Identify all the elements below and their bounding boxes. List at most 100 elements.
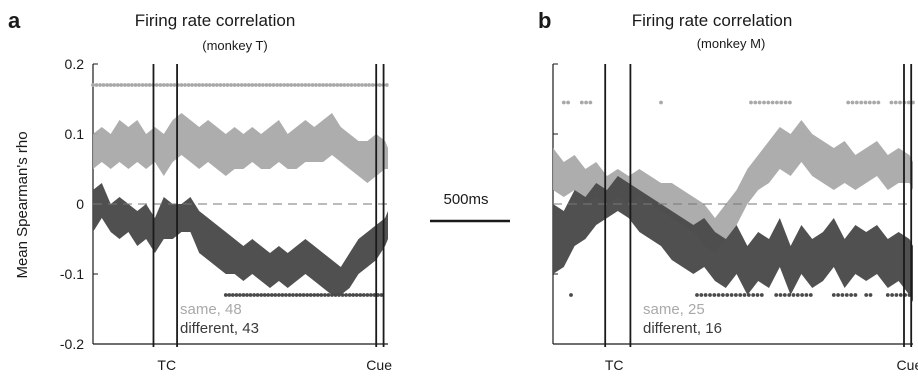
significance-dot-different — [319, 293, 324, 297]
significance-dot-same — [384, 83, 389, 87]
significance-dot-different — [831, 293, 836, 297]
significance-dot-different — [347, 293, 352, 297]
significance-dot-same — [356, 83, 361, 87]
significance-dot-same — [243, 83, 248, 87]
significance-dot-different — [262, 293, 267, 297]
significance-dot-different — [791, 293, 796, 297]
significance-dot-different — [703, 293, 708, 297]
significance-dot-same — [360, 83, 364, 87]
significance-dot-same — [788, 100, 792, 105]
significance-dot-same — [588, 100, 593, 105]
significance-dot-same — [285, 83, 290, 87]
significance-dot-same — [775, 100, 779, 105]
significance-dot-different — [729, 293, 734, 297]
significance-dot-same — [250, 83, 255, 87]
band-same — [553, 120, 913, 253]
significance-dot-same — [338, 83, 343, 87]
significance-dot-different — [742, 293, 747, 297]
significance-dot-same — [561, 100, 566, 105]
significance-dot-same — [253, 83, 258, 87]
significance-dot-same — [119, 83, 124, 87]
significance-dot-same — [91, 83, 95, 87]
significance-dot-different — [298, 293, 302, 297]
significance-dot-different — [333, 293, 338, 297]
x-label-tc: TC — [605, 357, 624, 373]
significance-dot-same — [193, 83, 198, 87]
significance-dot-different — [885, 293, 890, 297]
significance-dot-same — [105, 83, 110, 87]
significance-dot-different — [266, 293, 271, 297]
panel-a-letter: a — [8, 8, 21, 33]
significance-dot-same — [239, 83, 244, 87]
significance-dot-same — [317, 83, 322, 87]
significance-dot-same — [278, 83, 283, 87]
significance-dot-same — [101, 83, 106, 87]
significance-dot-different — [230, 293, 235, 297]
band-same — [93, 113, 388, 183]
significance-dot-same — [783, 100, 788, 105]
significance-dot-different — [840, 293, 845, 297]
significance-dot-different — [280, 293, 285, 297]
significance-dot-same — [275, 83, 279, 87]
significance-dot-same — [328, 83, 333, 87]
significance-dot-different — [223, 293, 228, 297]
y-tick-label: 0.1 — [65, 126, 85, 142]
significance-dot-same — [296, 83, 301, 87]
panel-b: b Firing rate correlation (monkey M) TC C… — [538, 8, 918, 373]
significance-dot-different — [800, 293, 804, 297]
significance-dot-different — [294, 293, 299, 297]
significance-dot-same — [363, 83, 368, 87]
significance-dot-same — [346, 83, 350, 87]
significance-dot-different — [245, 293, 249, 297]
significance-dot-different — [853, 293, 858, 297]
y-tick-label: -0.2 — [60, 336, 84, 352]
significance-dot-different — [241, 293, 246, 297]
significance-dot-different — [778, 293, 783, 297]
significance-dot-same — [310, 83, 315, 87]
significance-dot-same — [130, 83, 134, 87]
significance-dot-same — [314, 83, 318, 87]
significance-dot-same — [183, 83, 187, 87]
significance-dot-same — [331, 83, 336, 87]
significance-dot-different — [227, 293, 232, 297]
significance-dot-different — [337, 293, 341, 297]
significance-dot-same — [232, 83, 237, 87]
significance-dot-same — [165, 83, 170, 87]
significance-dot-same — [218, 83, 223, 87]
significance-dot-same — [215, 83, 219, 87]
significance-dot-different — [695, 293, 699, 297]
significance-dot-same — [108, 83, 113, 87]
significance-dot-same — [271, 83, 276, 87]
x-label-cue: Cue — [366, 357, 392, 373]
significance-dot-same — [906, 100, 911, 105]
significance-dot-different — [273, 293, 278, 297]
significance-dot-different — [734, 293, 738, 297]
significance-dot-different — [712, 293, 717, 297]
significance-dot-same — [161, 83, 166, 87]
significance-dot-same — [342, 83, 347, 87]
significance-dot-different — [868, 293, 873, 297]
significance-dot-different — [849, 293, 853, 297]
significance-dot-same — [757, 100, 762, 105]
panel-a: a Firing rate correlation (monkey T) Mea… — [8, 8, 392, 373]
significance-dot-different — [369, 293, 373, 297]
significance-dot-same — [137, 83, 141, 87]
significance-dot-different — [234, 293, 239, 297]
significance-dot-same — [123, 83, 127, 87]
significance-dot-same — [353, 83, 357, 87]
significance-dot-same — [140, 83, 145, 87]
panel-b-letter: b — [538, 8, 551, 33]
significance-dot-same — [289, 83, 294, 87]
significance-dot-different — [746, 293, 751, 297]
significance-dot-different — [699, 293, 704, 297]
significance-dot-different — [238, 293, 242, 297]
scale-bar-label: 500ms — [443, 191, 488, 208]
significance-dot-same — [579, 100, 584, 105]
significance-dot-same — [126, 83, 131, 87]
significance-dot-same — [863, 100, 868, 105]
significance-dot-different — [255, 293, 260, 297]
significance-dot-same — [172, 83, 177, 87]
significance-dot-same — [349, 83, 354, 87]
significance-dot-different — [716, 293, 721, 297]
significance-dot-different — [808, 293, 813, 297]
